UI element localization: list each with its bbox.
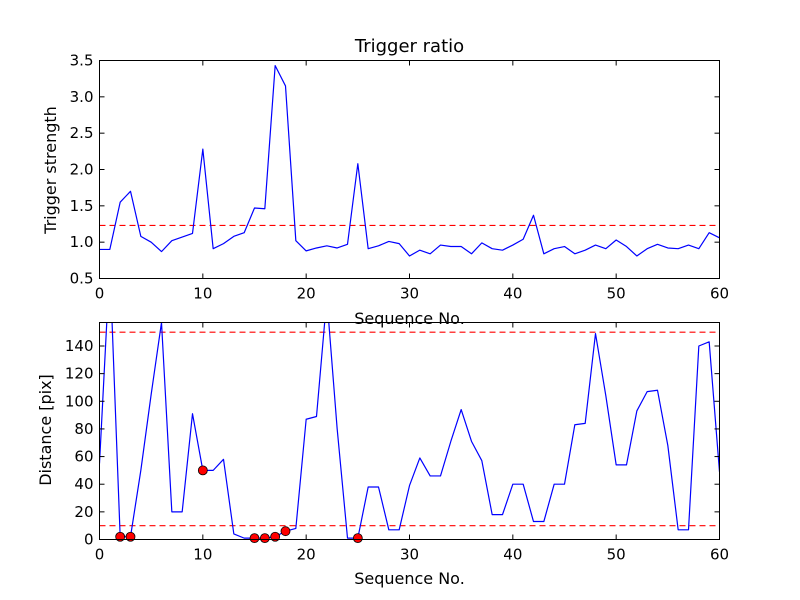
x-tick-label: 40 <box>503 546 522 564</box>
x-tick-label: 20 <box>297 546 316 564</box>
trigger-ratio-panel: Trigger ratio Sequence No. Trigger stren… <box>41 36 729 328</box>
x-tick-label: 50 <box>607 285 626 303</box>
data-marker <box>197 465 208 476</box>
data-marker <box>125 531 136 542</box>
data-marker <box>115 531 126 542</box>
y-tick-label: 20 <box>74 503 93 521</box>
x-axis-label: Sequence No. <box>354 569 465 588</box>
data-marker <box>259 533 270 544</box>
x-tick-label: 40 <box>503 285 522 303</box>
y-tick-label: 100 <box>65 392 94 410</box>
x-axis-label: Sequence No. <box>354 309 465 328</box>
x-tick-label: 30 <box>400 546 419 564</box>
x-tick-label: 0 <box>95 546 105 564</box>
y-tick-label: 1.5 <box>70 197 94 215</box>
data-marker <box>352 533 363 544</box>
y-tick-label: 3.5 <box>70 52 94 70</box>
x-tick-label: 10 <box>193 285 212 303</box>
y-tick-label: 2.5 <box>70 124 94 142</box>
x-tick-label: 0 <box>95 285 105 303</box>
x-tick-label: 60 <box>710 285 729 303</box>
y-tick-label: 140 <box>65 337 94 355</box>
chart-title: Trigger ratio <box>354 36 464 57</box>
y-tick-label: 60 <box>74 448 93 466</box>
x-tick-label: 50 <box>607 546 626 564</box>
y-axis-label: Distance [pix] <box>36 374 55 486</box>
x-tick-label: 20 <box>297 285 316 303</box>
y-tick-label: 40 <box>74 475 93 493</box>
x-tick-label: 30 <box>400 285 419 303</box>
y-tick-label: 120 <box>65 365 94 383</box>
series-line <box>99 64 720 257</box>
plot-area <box>99 64 720 257</box>
x-tick-label: 10 <box>193 546 212 564</box>
y-tick-label: 3.0 <box>70 88 94 106</box>
y-axis-label: Trigger strength <box>41 106 60 235</box>
y-tick-label: 0 <box>84 531 94 549</box>
data-marker <box>280 526 291 537</box>
y-tick-label: 2.0 <box>70 161 94 179</box>
distance-panel: Sequence No. Distance [pix] 0 10 20 30 40 50 6… <box>36 322 729 588</box>
data-marker <box>270 531 281 542</box>
y-tick-label: 0.5 <box>70 270 94 288</box>
data-marker <box>249 533 260 544</box>
y-tick-label: 80 <box>74 420 93 438</box>
y-tick-label: 1.0 <box>70 233 94 251</box>
x-tick-label: 60 <box>710 546 729 564</box>
